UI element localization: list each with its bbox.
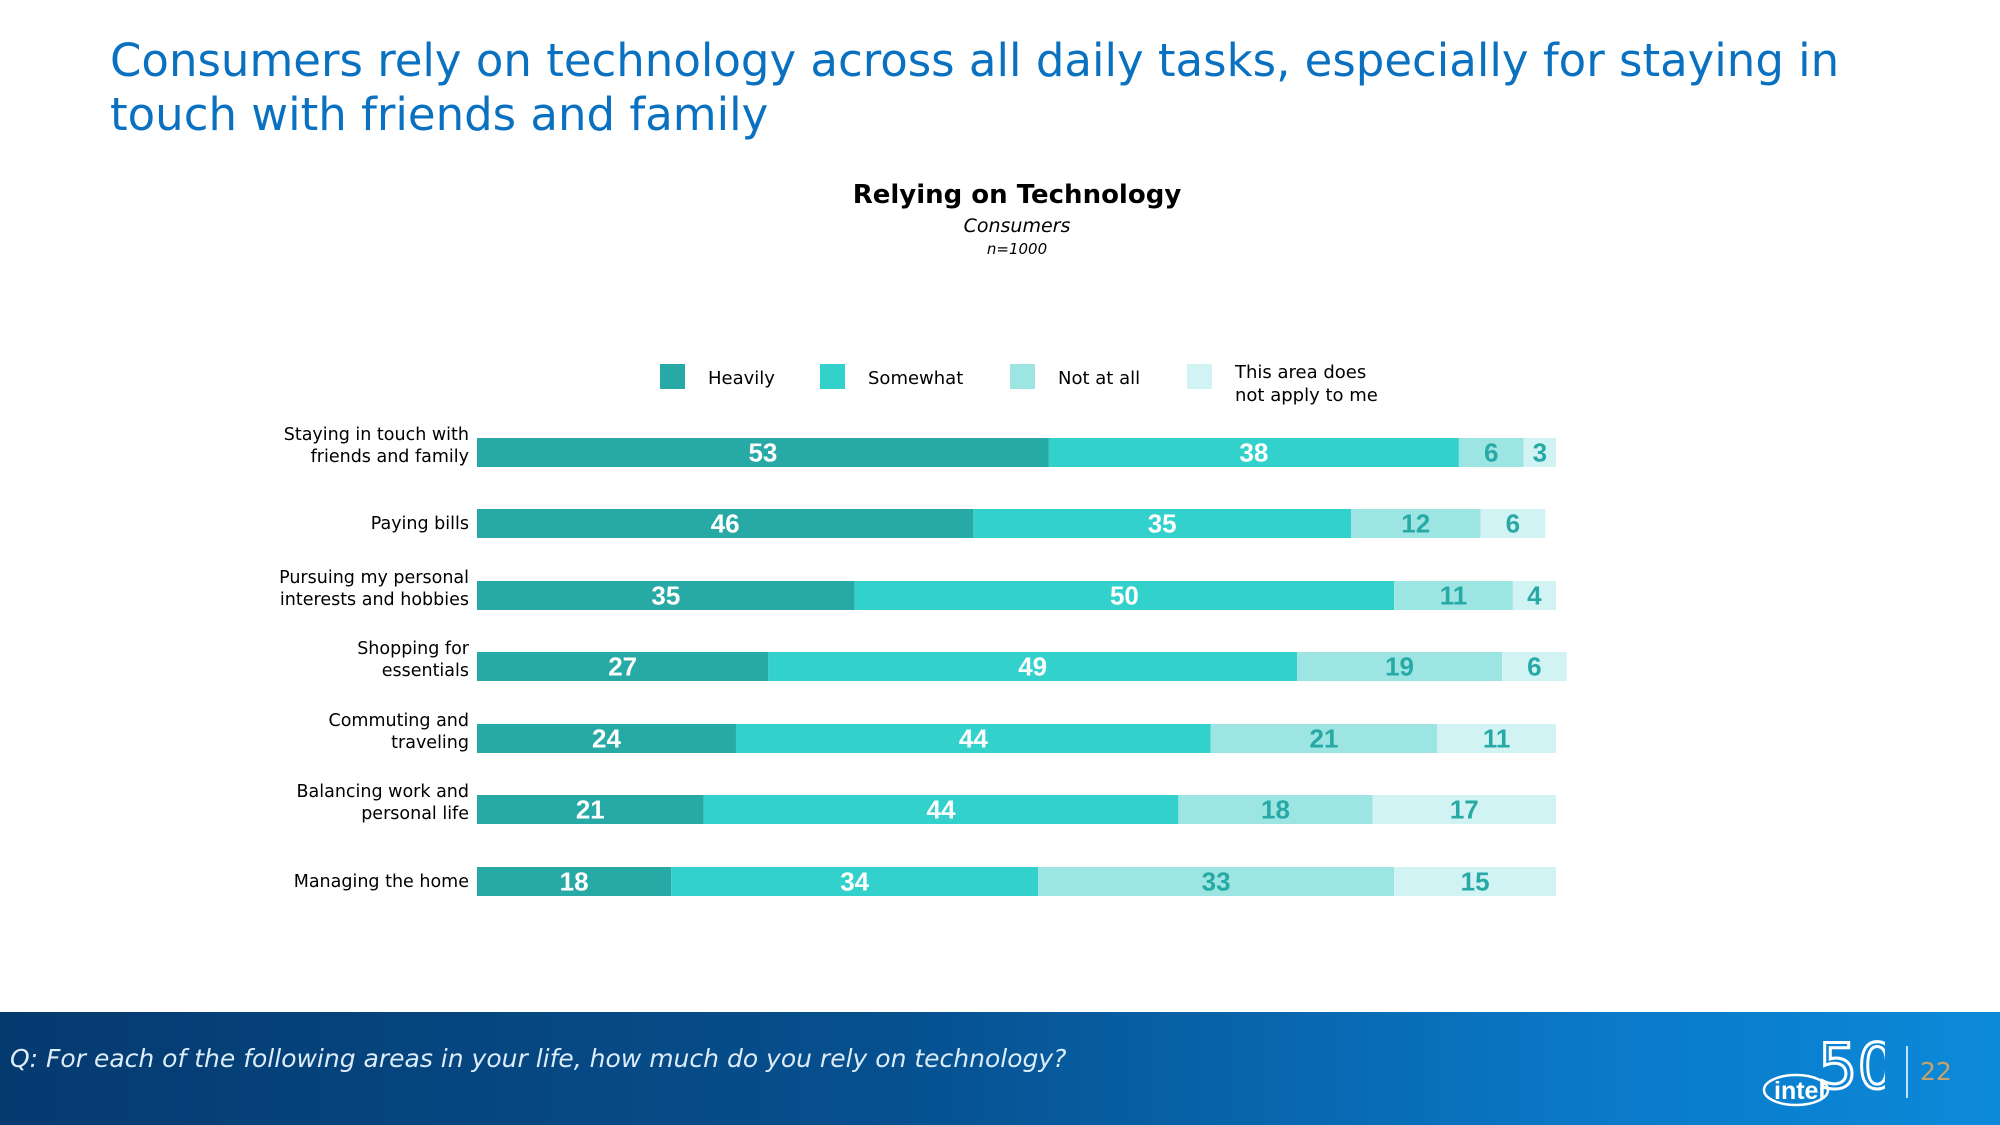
data-label-this-area-does-not-apply-to-me-commuting-and-traveling: 11 <box>1483 724 1511 754</box>
data-label-not-at-all-managing-the-home: 33 <box>1202 867 1231 897</box>
data-label-somewhat-shopping-for-essentials: 49 <box>1018 652 1047 682</box>
data-label-not-at-all-paying-bills: 12 <box>1401 509 1430 539</box>
bar-this-area-does-not-apply-to-me-pursuing-my-personal-interests-and-hobbies <box>1512 581 1556 610</box>
data-label-heavily-paying-bills: 46 <box>711 509 740 539</box>
chart-title: Relying on Technology <box>852 180 1182 210</box>
legend-swatch-this-area-does-not-apply-to-me <box>1187 364 1212 389</box>
data-label-somewhat-commuting-and-traveling: 44 <box>959 724 988 754</box>
data-label-this-area-does-not-apply-to-me-balancing-work-and-personal-life: 17 <box>1450 795 1479 825</box>
stacked-bar-chart: Heavily Somewhat Not at all This area doesn… <box>279 362 1567 897</box>
bar-somewhat-paying-bills <box>973 509 1351 538</box>
data-label-heavily-pursuing-my-personal-interests-and-hobbies: 35 <box>651 581 680 611</box>
bar-somewhat-balancing-work-and-personal-life <box>703 795 1179 824</box>
footer-bar: Q: For each of the following areas in yo… <box>0 1012 2000 1125</box>
legend-label-somewhat: Somewhat <box>868 368 963 389</box>
bar-heavily-pursuing-my-personal-interests-and-hobbies <box>477 581 855 610</box>
bar-this-area-does-not-apply-to-me-paying-bills <box>1480 509 1546 538</box>
legend-label-heavily: Heavily <box>708 368 775 389</box>
bar-not-at-all-pursuing-my-personal-interests-and-hobbies <box>1394 581 1513 610</box>
category-label-shopping-for-essentials: Shopping for <box>357 639 470 659</box>
category-label-staying-in-touch-with-friends-and-family: Staying in touch with <box>284 425 469 445</box>
category-label-pursuing-my-personal-interests-and-hobbies: Pursuing my personal <box>279 568 469 588</box>
bar-heavily-balancing-work-and-personal-life <box>477 795 704 824</box>
chart-sample-size: n=1000 <box>986 240 1048 258</box>
data-label-heavily-commuting-and-traveling: 24 <box>592 724 621 754</box>
data-label-not-at-all-staying-in-touch-with-friends-and-family: 6 <box>1484 438 1498 468</box>
data-label-this-area-does-not-apply-to-me-pursuing-my-personal-interests-and-hobbies: 4 <box>1527 581 1542 611</box>
category-label-managing-the-home: Managing the home <box>294 872 469 892</box>
chart-subtitle: Consumers <box>963 215 1071 237</box>
category-label-shopping-for-essentials: essentials <box>382 661 469 681</box>
data-label-heavily-staying-in-touch-with-friends-and-family: 53 <box>748 438 777 468</box>
data-label-not-at-all-shopping-for-essentials: 19 <box>1385 652 1414 682</box>
bar-heavily-paying-bills <box>477 509 974 538</box>
category-label-balancing-work-and-personal-life: personal life <box>361 804 469 824</box>
data-label-somewhat-staying-in-touch-with-friends-and-family: 38 <box>1239 438 1268 468</box>
bar-this-area-does-not-apply-to-me-commuting-and-traveling <box>1437 724 1556 753</box>
data-label-somewhat-pursuing-my-personal-interests-and-hobbies: 50 <box>1110 581 1139 611</box>
bar-not-at-all-staying-in-touch-with-friends-and-family <box>1458 438 1524 467</box>
page-number: 22 <box>1920 1057 1952 1086</box>
bar-somewhat-shopping-for-essentials <box>768 652 1298 681</box>
data-label-this-area-does-not-apply-to-me-managing-the-home: 15 <box>1461 867 1490 897</box>
bar-somewhat-pursuing-my-personal-interests-and-hobbies <box>854 581 1395 610</box>
data-label-somewhat-managing-the-home: 34 <box>840 867 869 897</box>
category-label-balancing-work-and-personal-life: Balancing work and <box>297 782 470 802</box>
category-label-staying-in-touch-with-friends-and-family: friends and family <box>311 447 469 467</box>
bar-not-at-all-paying-bills <box>1350 509 1481 538</box>
data-label-heavily-balancing-work-and-personal-life: 21 <box>576 795 605 825</box>
bar-this-area-does-not-apply-to-me-staying-in-touch-with-friends-and-family <box>1523 438 1556 467</box>
bar-heavily-commuting-and-traveling <box>477 724 736 753</box>
category-label-paying-bills: Paying bills <box>371 514 469 534</box>
bar-this-area-does-not-apply-to-me-balancing-work-and-personal-life <box>1372 795 1556 824</box>
category-label-commuting-and-traveling: Commuting and <box>328 711 469 731</box>
legend-label-not-at-all: Not at all <box>1058 368 1140 389</box>
survey-question: Q: For each of the following areas in yo… <box>10 1044 1067 1073</box>
footer-divider <box>1906 1046 1908 1098</box>
bar-heavily-shopping-for-essentials <box>477 652 769 681</box>
legend-swatch-not-at-all <box>1010 364 1035 389</box>
bar-somewhat-commuting-and-traveling <box>735 724 1211 753</box>
legend-label-this-area-does-not-apply-to-me: not apply to me <box>1235 385 1378 406</box>
bar-somewhat-managing-the-home <box>671 867 1039 896</box>
data-label-heavily-managing-the-home: 18 <box>560 867 589 897</box>
legend-swatch-heavily <box>660 364 685 389</box>
bar-heavily-managing-the-home <box>477 867 672 896</box>
intel-50-logo-icon: 50 intel <box>1762 1032 1885 1107</box>
legend-swatch-somewhat <box>820 364 845 389</box>
bar-not-at-all-commuting-and-traveling <box>1210 724 1438 753</box>
legend-label-this-area-does-not-apply-to-me: This area does <box>1234 362 1366 383</box>
data-label-somewhat-balancing-work-and-personal-life: 44 <box>927 795 956 825</box>
category-label-pursuing-my-personal-interests-and-hobbies: interests and hobbies <box>280 590 469 610</box>
data-label-not-at-all-commuting-and-traveling: 21 <box>1310 724 1339 754</box>
data-label-not-at-all-balancing-work-and-personal-life: 18 <box>1261 795 1290 825</box>
data-label-not-at-all-pursuing-my-personal-interests-and-hobbies: 11 <box>1440 581 1468 611</box>
bar-this-area-does-not-apply-to-me-shopping-for-essentials <box>1502 652 1567 681</box>
category-label-commuting-and-traveling: traveling <box>391 733 469 753</box>
bar-not-at-all-balancing-work-and-personal-life <box>1178 795 1373 824</box>
data-label-this-area-does-not-apply-to-me-paying-bills: 6 <box>1506 509 1520 539</box>
bar-not-at-all-managing-the-home <box>1038 867 1395 896</box>
bar-not-at-all-shopping-for-essentials <box>1297 652 1503 681</box>
bar-heavily-staying-in-touch-with-friends-and-family <box>477 438 1049 467</box>
bar-this-area-does-not-apply-to-me-managing-the-home <box>1394 867 1556 896</box>
data-label-somewhat-paying-bills: 35 <box>1148 509 1177 539</box>
data-label-heavily-shopping-for-essentials: 27 <box>608 652 637 682</box>
bar-somewhat-staying-in-touch-with-friends-and-family <box>1048 438 1459 467</box>
logo-text: intel <box>1774 1077 1825 1105</box>
data-label-this-area-does-not-apply-to-me-shopping-for-essentials: 6 <box>1527 652 1541 682</box>
data-label-this-area-does-not-apply-to-me-staying-in-touch-with-friends-and-family: 3 <box>1533 438 1547 468</box>
slide-title: Consumers rely on technology across all … <box>110 34 1840 141</box>
